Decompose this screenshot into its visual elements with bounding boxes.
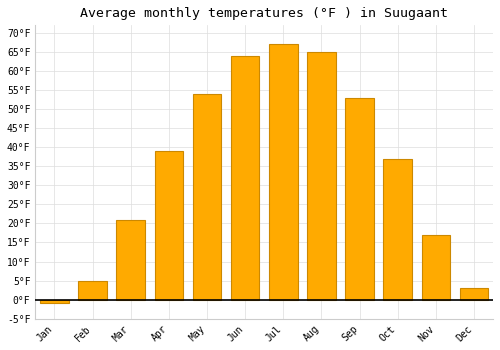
Bar (422, 235, 450, 300)
Bar (40, 300, 68, 303)
Bar (269, 44, 298, 300)
Bar (154, 151, 183, 300)
Bar (78, 281, 107, 300)
Bar (460, 288, 488, 300)
Bar (384, 159, 412, 300)
Bar (307, 52, 336, 300)
Bar (345, 98, 374, 300)
Title: Average monthly temperatures (°F ) in Suugaant: Average monthly temperatures (°F ) in Su… (80, 7, 448, 20)
Bar (231, 56, 260, 300)
Bar (116, 219, 145, 300)
Bar (192, 94, 222, 300)
